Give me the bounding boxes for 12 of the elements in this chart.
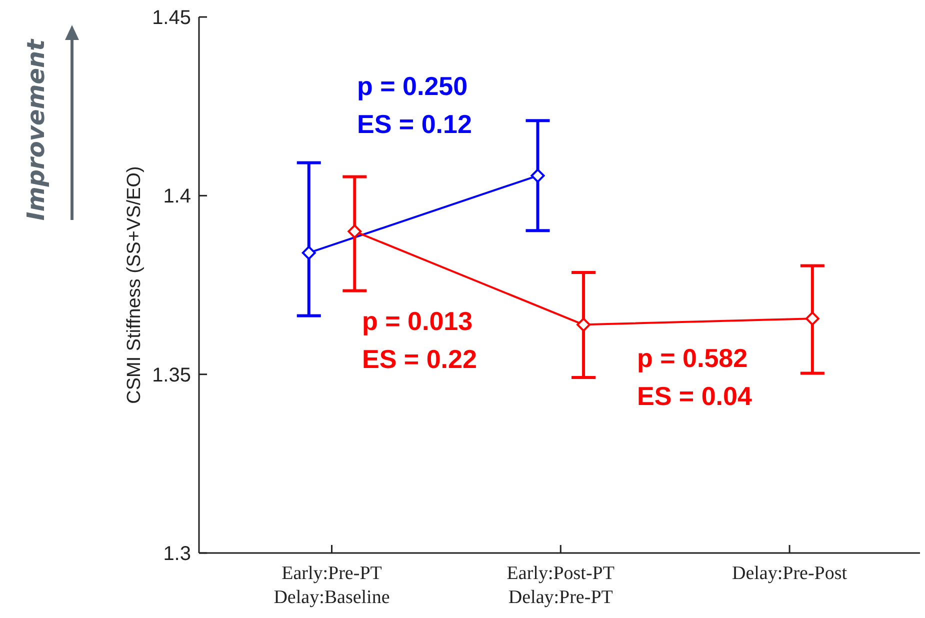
x-tick-label: Early:Pre-PT Delay:Baseline xyxy=(274,563,390,608)
y-tick-label: 1.4 xyxy=(163,186,191,208)
y-tick-label: 1.35 xyxy=(152,364,191,386)
annotation: p = 0.013 ES = 0.22 xyxy=(362,306,477,374)
annotation: p = 0.250 ES = 0.12 xyxy=(357,71,472,139)
x-tick-label: Delay:Pre-Post xyxy=(732,563,848,584)
text: Improvement xyxy=(22,38,50,221)
y-axis-title: CSMI Stiffness (SS+VS/EO) xyxy=(124,166,145,404)
annotation: p = 0.582 ES = 0.04 xyxy=(637,343,752,411)
y-tick-label: 1.3 xyxy=(163,543,191,565)
x-tick-label: Early:Post-PT Delay:Pre-PT xyxy=(506,563,615,608)
y-tick-label: 1.45 xyxy=(152,7,191,29)
